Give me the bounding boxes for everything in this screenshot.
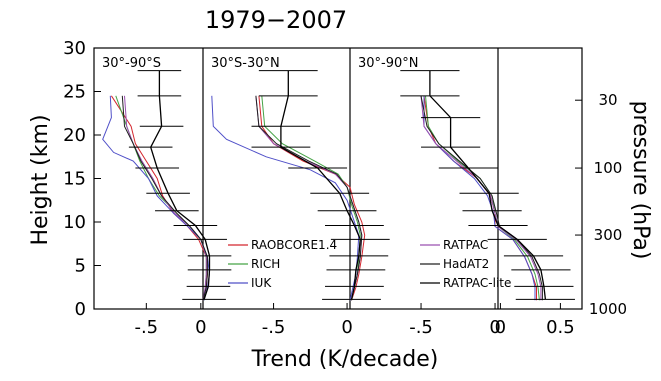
series-line-hadat2 xyxy=(255,95,363,301)
y-tick-label: 10 xyxy=(63,212,86,233)
y-tick-label: 30 xyxy=(63,38,86,59)
chart-title: 1979−2007 xyxy=(205,6,347,34)
pressure-tick-label: 30 xyxy=(598,91,617,109)
series-line-ratpac-lite xyxy=(280,70,361,300)
plot-area: 0 5 10 15 20 25 30 30 100 300 1000 -.5 0 30°-90°S -.5 0… xyxy=(63,38,627,338)
panel-label: 30°S-30°N xyxy=(211,56,280,71)
x-axis-label: Trend (K/decade) xyxy=(251,347,439,372)
y-tick-label: 25 xyxy=(63,82,86,103)
legend-label: HadAT2 xyxy=(443,257,489,271)
pressure-tick-label: 100 xyxy=(594,159,623,177)
panel-label: 30°-90°S xyxy=(102,56,161,71)
x-tick-label: 0 xyxy=(195,317,206,338)
pressure-tick-label: 300 xyxy=(594,226,623,244)
legend-label: RAOBCORE1.4 xyxy=(251,238,337,252)
legend-label: IUK xyxy=(251,276,272,290)
x-tick-label: -.5 xyxy=(134,317,158,338)
y-axis-label: Height (km) xyxy=(28,114,53,245)
pressure-tick-label: 1000 xyxy=(589,300,627,318)
series-line-ratpac xyxy=(420,95,542,301)
x-tick-label: 0 xyxy=(341,317,352,338)
x-tick-label: -.5 xyxy=(262,317,286,338)
x-tick-label: 0.5 xyxy=(546,317,575,338)
legend-label: RICH xyxy=(251,257,280,271)
y-tick-label: 20 xyxy=(63,125,86,146)
y-tick-label: 0 xyxy=(75,299,86,320)
series-line-hadat2 xyxy=(121,95,208,301)
y2-axis-label: pressure (hPa) xyxy=(628,101,653,260)
panel-label: 30°-90°N xyxy=(358,56,419,71)
y-tick-label: 15 xyxy=(63,169,86,190)
legend-label: RATPAC-lite xyxy=(443,276,511,290)
x-tick-label: 0 xyxy=(489,317,500,338)
legend-label: RATPAC xyxy=(443,238,488,252)
x-tick-label: -.5 xyxy=(409,317,433,338)
y-tick-label: 5 xyxy=(75,256,86,277)
x-tick-label: 0 xyxy=(495,317,506,338)
series-line-hadat2 xyxy=(420,95,543,301)
